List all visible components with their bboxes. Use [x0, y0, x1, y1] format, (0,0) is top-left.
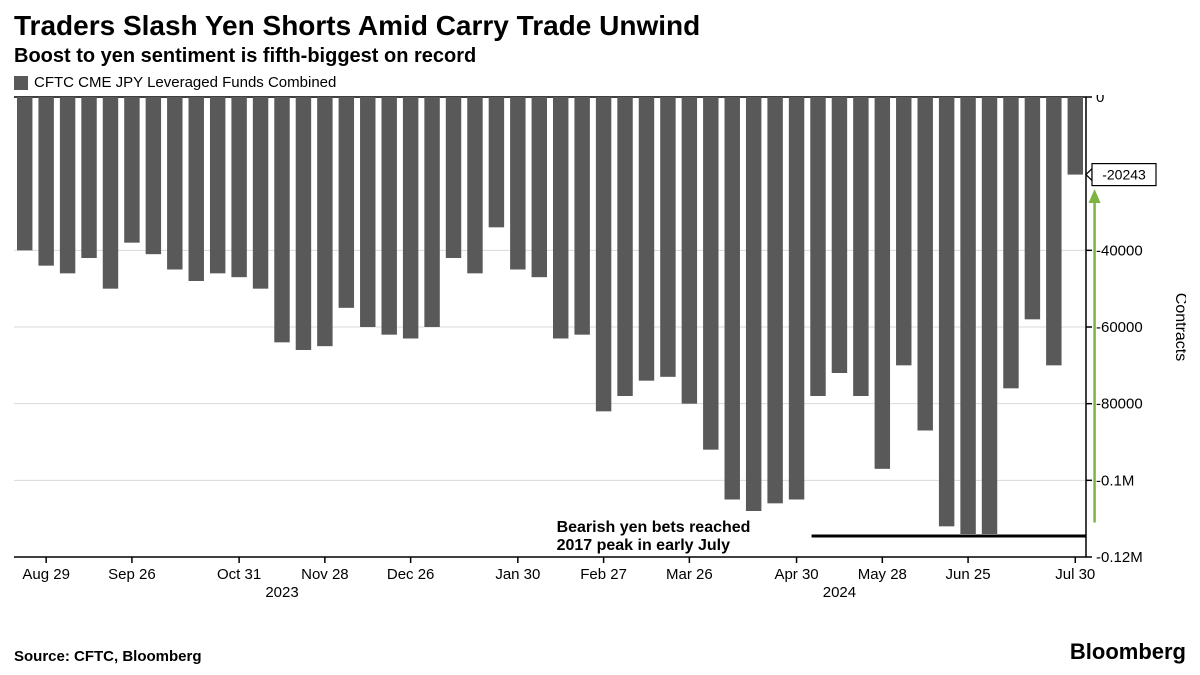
source-text: Source: CFTC, Bloomberg [14, 648, 202, 665]
bar [896, 97, 911, 365]
y-axis-label: Contracts [1172, 293, 1186, 361]
x-tick-label: Oct 31 [217, 566, 261, 583]
annotation-text: 2017 peak in early July [557, 537, 731, 554]
y-tick-label: -80000 [1096, 396, 1143, 413]
bar [853, 97, 868, 396]
bar [960, 97, 975, 534]
bar [510, 97, 525, 270]
x-tick-label: Sep 26 [108, 566, 156, 583]
bar [1068, 97, 1083, 175]
bar [982, 97, 997, 534]
legend-swatch [14, 76, 28, 90]
bar [424, 97, 439, 327]
bar [210, 97, 225, 273]
bar [339, 97, 354, 308]
y-tick-label: -0.1M [1096, 473, 1134, 490]
x-tick-label: Aug 29 [22, 566, 70, 583]
bar [596, 97, 611, 411]
bar [767, 97, 782, 503]
bar [253, 97, 268, 289]
bar [939, 97, 954, 526]
bar [1046, 97, 1061, 365]
bar [1025, 97, 1040, 319]
x-tick-label: Jan 30 [495, 566, 540, 583]
annotation-text: Bearish yen bets reached [557, 519, 751, 536]
x-tick-label: Apr 30 [774, 566, 818, 583]
x-year-label: 2023 [265, 584, 298, 601]
x-tick-label: Feb 27 [580, 566, 627, 583]
bar [553, 97, 568, 339]
bar [146, 97, 161, 254]
bar [17, 97, 32, 250]
brand-logo: Bloomberg [1070, 639, 1186, 665]
bar [360, 97, 375, 327]
bar-chart: 0 -40000 -60000 -80000 -0.1M -0.12M Contracts A… [14, 95, 1186, 615]
bar [124, 97, 139, 243]
bar [167, 97, 182, 270]
bar [917, 97, 932, 431]
callout-pointer-icon [1086, 169, 1092, 181]
y-tick-label: -60000 [1096, 319, 1143, 336]
bar [875, 97, 890, 469]
callout-value: -20243 [1102, 167, 1146, 183]
bar [38, 97, 53, 266]
bar [403, 97, 418, 339]
bar [103, 97, 118, 289]
x-tick-label: Nov 28 [301, 566, 349, 583]
bar [703, 97, 718, 450]
bar [60, 97, 75, 273]
x-tick-label: Mar 26 [666, 566, 713, 583]
bar [446, 97, 461, 258]
legend-label: CFTC CME JPY Leveraged Funds Combined [34, 74, 336, 91]
bar [532, 97, 547, 277]
bar [81, 97, 96, 258]
bar [574, 97, 589, 335]
bar [639, 97, 654, 381]
bar [381, 97, 396, 335]
arrow-head-icon [1089, 189, 1101, 203]
bar [489, 97, 504, 227]
y-tick-label: -0.12M [1096, 549, 1143, 566]
x-tick-label: Dec 26 [387, 566, 435, 583]
chart-title: Traders Slash Yen Shorts Amid Carry Trad… [14, 10, 1186, 42]
bar [832, 97, 847, 373]
bar [231, 97, 246, 277]
bar [274, 97, 289, 342]
bar [682, 97, 697, 404]
bar [189, 97, 204, 281]
bar [789, 97, 804, 500]
x-tick-label: Jul 30 [1055, 566, 1095, 583]
bar [660, 97, 675, 377]
bar [467, 97, 482, 273]
bar [746, 97, 761, 511]
bar [317, 97, 332, 346]
y-tick-label: -40000 [1096, 243, 1143, 260]
x-tick-label: Jun 25 [946, 566, 991, 583]
x-year-label: 2024 [823, 584, 856, 601]
chart-subtitle: Boost to yen sentiment is fifth-biggest … [14, 44, 1186, 68]
bar [1003, 97, 1018, 388]
y-tick-label: 0 [1096, 95, 1104, 106]
bar [810, 97, 825, 396]
legend: CFTC CME JPY Leveraged Funds Combined [14, 74, 1186, 91]
bar [296, 97, 311, 350]
x-tick-label: May 28 [858, 566, 907, 583]
bar [617, 97, 632, 396]
bar [725, 97, 740, 500]
